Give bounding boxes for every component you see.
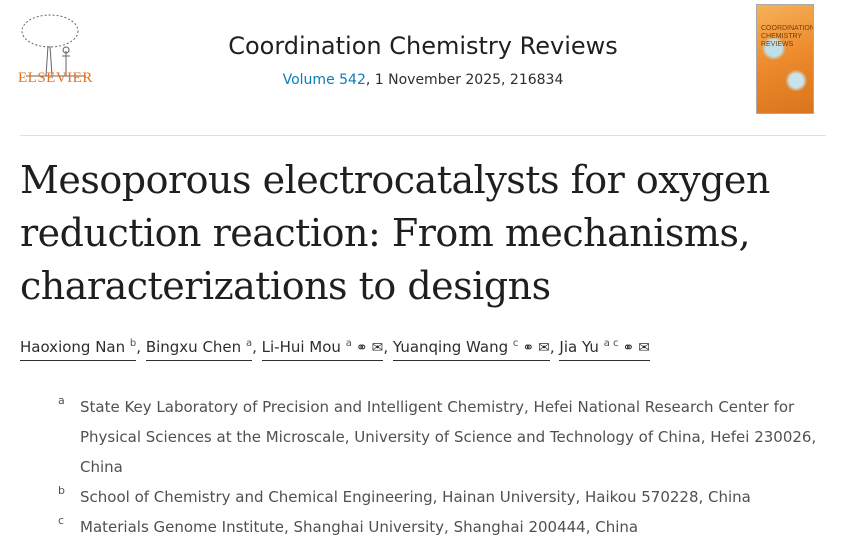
- volume-info: Volume 542, 1 November 2025, 216834: [0, 72, 846, 88]
- author-link[interactable]: Haoxiong Nan b: [20, 338, 137, 361]
- person-icon: ⚭: [522, 340, 535, 356]
- author-link[interactable]: Bingxu Chen a: [145, 338, 253, 361]
- elsevier-tree-logo[interactable]: [16, 4, 96, 88]
- author-link[interactable]: Li-Hui Mou a ⚭ ✉: [261, 338, 384, 361]
- divider: [20, 135, 826, 136]
- author-list: Haoxiong Nan b, Bingxu Chen a, Li-Hui Mo…: [20, 338, 650, 361]
- affiliation: a State Key Laboratory of Precision and I…: [58, 394, 817, 476]
- journal-cover-image[interactable]: COORDINATION CHEMISTRY REVIEWS: [756, 4, 814, 114]
- person-icon: ⚭: [355, 340, 368, 356]
- elsevier-wordmark: ELSEVIER: [18, 70, 93, 86]
- envelope-icon: ✉: [371, 340, 384, 356]
- affiliation: b School of Chemistry and Chemical Engine…: [58, 484, 751, 506]
- article-title: Mesoporous electrocatalysts for oxygen r…: [20, 158, 770, 308]
- person-icon: ⚭: [622, 340, 635, 356]
- envelope-icon: ✉: [538, 340, 550, 356]
- author-link[interactable]: Yuanqing Wang c ⚭ ✉: [392, 338, 550, 361]
- volume-link[interactable]: Volume 542: [282, 72, 366, 88]
- issue-date: , 1 November 2025, 216834: [365, 72, 564, 88]
- journal-title[interactable]: Coordination Chemistry Reviews: [228, 32, 618, 60]
- affiliation: c Materials Genome Institute, Shanghai Un…: [58, 514, 639, 536]
- envelope-icon: ✉: [638, 340, 650, 356]
- author-link[interactable]: Jia Yu a c ⚭ ✉: [559, 338, 650, 361]
